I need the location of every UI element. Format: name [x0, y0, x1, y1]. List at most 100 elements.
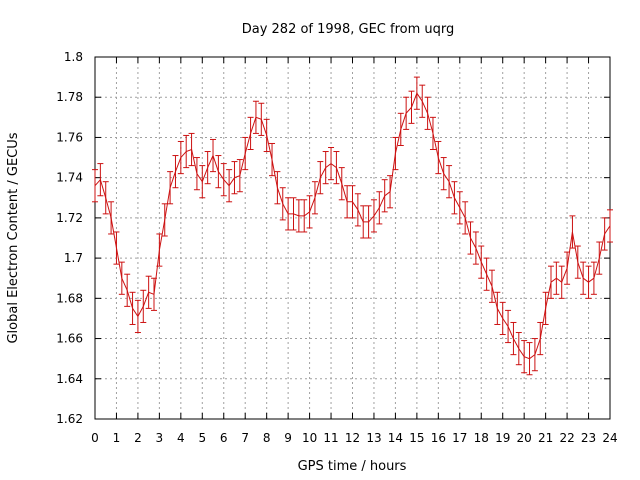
x-tick-label: 0: [91, 431, 99, 445]
data-point: [183, 134, 190, 169]
data-point: [328, 147, 335, 181]
data-point: [177, 140, 184, 175]
data-point: [333, 151, 340, 185]
data-point: [140, 289, 147, 323]
data-point: [263, 118, 270, 153]
y-axis-title: Global Electron Content / GECUs: [6, 132, 21, 343]
data-point: [279, 187, 286, 221]
data-point: [311, 181, 318, 215]
data-point: [108, 201, 115, 235]
y-tick-label: 1.74: [56, 171, 83, 185]
x-tick-label: 9: [284, 431, 292, 445]
data-point: [92, 169, 98, 203]
data-point: [295, 199, 302, 233]
x-tick-label: 2: [134, 431, 142, 445]
data-point: [118, 261, 125, 295]
y-tick-label: 1.78: [56, 90, 83, 104]
data-point: [510, 321, 517, 356]
data-point: [456, 191, 463, 225]
x-tick-label: 18: [474, 431, 489, 445]
data-point: [370, 199, 377, 233]
data-point: [607, 209, 613, 243]
data-point: [247, 116, 254, 151]
y-tick-label: 1.76: [56, 130, 83, 144]
y-tick-label: 1.68: [56, 291, 83, 305]
data-point: [97, 163, 104, 197]
data-point: [354, 193, 361, 227]
data-point: [236, 159, 243, 193]
x-tick-label: 1: [113, 431, 121, 445]
y-tick-label: 1.62: [56, 412, 83, 426]
y-tick-label: 1.72: [56, 211, 83, 225]
x-tick-label: 23: [581, 431, 596, 445]
data-point: [521, 340, 528, 374]
data-point: [472, 231, 479, 265]
axis-ticks: [94, 56, 611, 420]
series-gec: [92, 76, 613, 376]
data-point: [290, 197, 297, 231]
data-point: [467, 221, 474, 255]
data-point: [446, 165, 453, 199]
data-point: [344, 185, 351, 219]
x-axis-title: GPS time / hours: [298, 459, 407, 474]
data-point: [269, 142, 276, 177]
data-point: [301, 199, 308, 233]
data-point: [483, 257, 490, 291]
data-point: [252, 100, 259, 134]
data-point: [242, 136, 249, 171]
x-tick-label: 24: [602, 431, 617, 445]
data-point: [113, 231, 120, 265]
data-point: [317, 161, 324, 195]
x-tick-label: 3: [156, 431, 164, 445]
y-tick-label: 1.8: [64, 50, 83, 64]
data-point: [134, 299, 141, 334]
data-point: [526, 342, 533, 376]
data-point: [151, 277, 158, 311]
y-tick-labels: 1.62 1.64 1.66 1.68 1.7 1.72 1.74 1.76 1.78 1.8: [56, 50, 83, 426]
x-tick-label: 19: [495, 431, 510, 445]
y-tick-label: 1.66: [56, 332, 83, 346]
data-point: [580, 261, 587, 295]
data-point: [258, 102, 265, 136]
data-point: [574, 245, 581, 279]
data-point: [124, 273, 131, 307]
data-point: [220, 163, 227, 197]
data-point: [488, 269, 495, 303]
x-tick-label: 14: [388, 431, 403, 445]
chart-title: Day 282 of 1998, GEC from uqrg: [242, 22, 455, 37]
data-point: [322, 151, 329, 185]
data-point: [204, 151, 211, 185]
data-point: [542, 291, 549, 325]
data-point: [435, 140, 442, 175]
data-point: [381, 179, 388, 213]
data-point: [392, 136, 399, 171]
data-point: [462, 201, 469, 235]
y-tick-label: 1.64: [56, 372, 83, 386]
data-point: [564, 251, 571, 285]
x-tick-label: 7: [241, 431, 249, 445]
data-point: [338, 167, 345, 201]
grid: [95, 57, 610, 419]
x-tick-label: 17: [452, 431, 467, 445]
data-point: [569, 215, 576, 249]
y-tick-label: 1.7: [64, 251, 83, 265]
data-point: [285, 197, 292, 231]
data-point: [478, 245, 485, 279]
data-point: [553, 261, 560, 295]
data-point: [365, 205, 372, 239]
data-point: [210, 138, 217, 173]
x-tick-label: 12: [345, 431, 360, 445]
data-point: [188, 132, 195, 167]
data-point: [408, 90, 415, 124]
data-point: [199, 165, 206, 199]
data-point: [413, 76, 420, 110]
data-point: [274, 171, 281, 205]
data-point: [601, 217, 608, 251]
data-point: [537, 321, 544, 356]
x-tick-labels: 0 1 2 3 4 5 6 7 8 9 10 11 12 13 14 15 16 17 18 19 20 21 22 23 24: [91, 431, 617, 445]
x-tick-label: 13: [366, 431, 381, 445]
x-tick-label: 11: [323, 431, 338, 445]
data-point: [531, 338, 538, 372]
data-point: [585, 265, 592, 299]
